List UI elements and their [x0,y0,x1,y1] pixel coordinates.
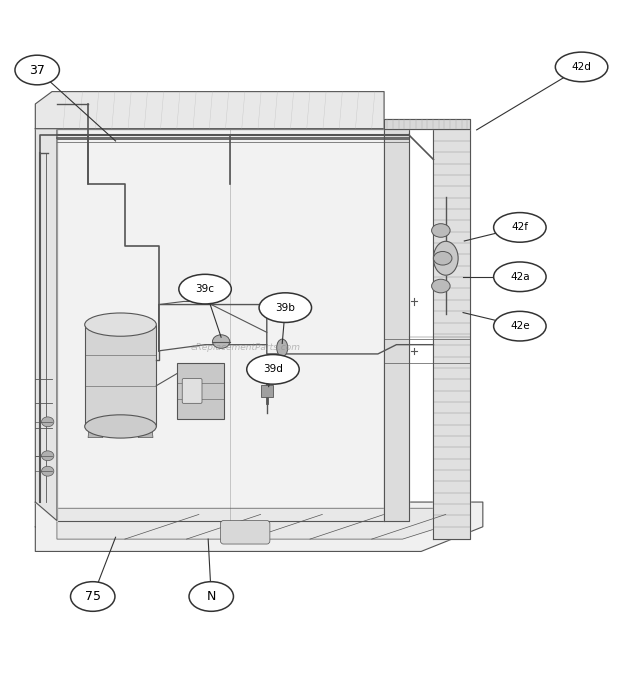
Polygon shape [85,324,156,427]
Ellipse shape [42,451,54,461]
Ellipse shape [432,279,450,293]
Ellipse shape [85,415,156,438]
Text: eReplacementParts.com: eReplacementParts.com [190,343,300,352]
Text: 42a: 42a [510,271,529,282]
Ellipse shape [71,582,115,611]
Ellipse shape [247,355,299,384]
Ellipse shape [556,52,608,82]
Polygon shape [35,129,57,521]
Polygon shape [433,129,471,539]
Text: 42d: 42d [572,62,591,72]
Polygon shape [384,119,471,129]
Polygon shape [138,427,153,437]
Polygon shape [35,502,483,552]
Text: 75: 75 [85,590,100,603]
Ellipse shape [494,262,546,292]
Ellipse shape [179,274,231,304]
Polygon shape [260,385,273,397]
Text: 37: 37 [29,64,45,77]
Ellipse shape [277,339,288,356]
Ellipse shape [189,582,234,611]
Text: 39b: 39b [275,303,295,313]
Ellipse shape [433,241,458,276]
Ellipse shape [494,311,546,341]
FancyBboxPatch shape [221,521,270,544]
Text: 39c: 39c [195,284,215,294]
Ellipse shape [259,293,311,322]
Text: 39d: 39d [263,364,283,374]
Ellipse shape [15,56,60,85]
Ellipse shape [42,466,54,476]
Ellipse shape [432,223,450,237]
Polygon shape [35,91,384,129]
Ellipse shape [213,335,230,349]
Text: N: N [206,590,216,603]
Polygon shape [88,427,103,437]
Ellipse shape [42,417,54,427]
Ellipse shape [85,313,156,336]
Ellipse shape [494,213,546,242]
FancyBboxPatch shape [182,378,202,403]
Polygon shape [57,129,384,521]
Polygon shape [57,508,461,539]
Ellipse shape [433,251,452,265]
Text: 42f: 42f [512,223,528,232]
Polygon shape [384,129,409,521]
Text: 42e: 42e [510,321,529,331]
Polygon shape [177,363,224,419]
